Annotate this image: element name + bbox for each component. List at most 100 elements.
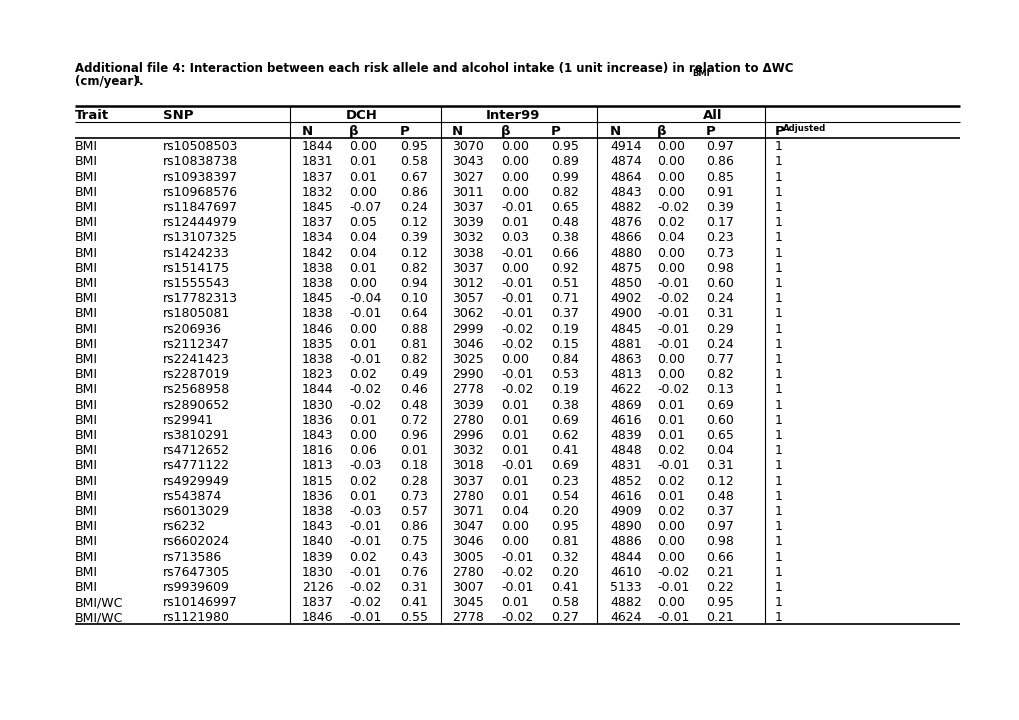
Text: -0.01: -0.01 (500, 307, 533, 320)
Text: 0.43: 0.43 (399, 551, 427, 564)
Text: rs4929949: rs4929949 (163, 474, 229, 487)
Text: 1823: 1823 (302, 368, 333, 382)
Text: 0.85: 0.85 (705, 171, 734, 184)
Text: 2999: 2999 (451, 323, 483, 336)
Text: 0.95: 0.95 (705, 596, 733, 609)
Text: 1845: 1845 (302, 292, 333, 305)
Text: 0.04: 0.04 (348, 232, 376, 245)
Text: 4616: 4616 (609, 414, 641, 427)
Text: 0.38: 0.38 (550, 232, 579, 245)
Text: rs1121980: rs1121980 (163, 611, 229, 624)
Text: BMI: BMI (75, 262, 98, 275)
Text: BMI: BMI (75, 323, 98, 336)
Text: rs9939609: rs9939609 (163, 581, 229, 594)
Text: BMI: BMI (75, 247, 98, 260)
Text: 0.00: 0.00 (500, 536, 529, 549)
Text: -0.02: -0.02 (500, 338, 533, 351)
Text: 1839: 1839 (302, 551, 333, 564)
Text: 3037: 3037 (451, 262, 483, 275)
Text: -0.01: -0.01 (500, 459, 533, 472)
Text: rs206936: rs206936 (163, 323, 222, 336)
Text: BMI: BMI (75, 156, 98, 168)
Text: -0.01: -0.01 (500, 551, 533, 564)
Text: 0.60: 0.60 (705, 277, 733, 290)
Text: 4909: 4909 (609, 505, 641, 518)
Text: 0.00: 0.00 (500, 521, 529, 534)
Text: rs4771122: rs4771122 (163, 459, 229, 472)
Text: DCH: DCH (345, 109, 378, 122)
Text: 1: 1 (774, 262, 783, 275)
Text: 0.00: 0.00 (656, 140, 685, 153)
Text: 0.82: 0.82 (705, 368, 733, 382)
Text: β: β (500, 125, 510, 138)
Text: -0.03: -0.03 (348, 505, 381, 518)
Text: 1: 1 (774, 521, 783, 534)
Text: 0.01: 0.01 (500, 216, 529, 229)
Text: 0.06: 0.06 (348, 444, 376, 457)
Text: -0.02: -0.02 (656, 566, 689, 579)
Text: 0.31: 0.31 (705, 459, 733, 472)
Text: 0.67: 0.67 (399, 171, 427, 184)
Text: -0.02: -0.02 (656, 292, 689, 305)
Text: BMI: BMI (75, 216, 98, 229)
Text: 1830: 1830 (302, 399, 333, 412)
Text: 0.01: 0.01 (656, 414, 684, 427)
Text: 1: 1 (774, 307, 783, 320)
Text: 3046: 3046 (451, 338, 483, 351)
Text: 0.82: 0.82 (399, 353, 427, 366)
Text: 3046: 3046 (451, 536, 483, 549)
Text: 0.01: 0.01 (656, 429, 684, 442)
Text: BMI: BMI (75, 581, 98, 594)
Text: 3007: 3007 (451, 581, 483, 594)
Text: 4813: 4813 (609, 368, 641, 382)
Text: 1837: 1837 (302, 171, 333, 184)
Text: 0.38: 0.38 (550, 399, 579, 412)
Text: -0.01: -0.01 (348, 536, 381, 549)
Text: 0.55: 0.55 (399, 611, 428, 624)
Text: rs1805081: rs1805081 (163, 307, 230, 320)
Text: -0.02: -0.02 (348, 399, 381, 412)
Text: 0.05: 0.05 (348, 216, 377, 229)
Text: 0.00: 0.00 (656, 247, 685, 260)
Text: 0.02: 0.02 (348, 368, 376, 382)
Text: 0.86: 0.86 (399, 186, 427, 199)
Text: 0.20: 0.20 (550, 566, 579, 579)
Text: -0.02: -0.02 (500, 566, 533, 579)
Text: -0.01: -0.01 (656, 338, 689, 351)
Text: 3012: 3012 (451, 277, 483, 290)
Text: 0.00: 0.00 (500, 171, 529, 184)
Text: 0.00: 0.00 (348, 186, 377, 199)
Text: 3039: 3039 (451, 399, 483, 412)
Text: BMI: BMI (75, 521, 98, 534)
Text: 0.04: 0.04 (500, 505, 529, 518)
Text: 4831: 4831 (609, 459, 641, 472)
Text: 1840: 1840 (302, 536, 333, 549)
Text: 0.02: 0.02 (656, 216, 684, 229)
Text: -0.02: -0.02 (500, 323, 533, 336)
Text: 0.01: 0.01 (500, 399, 529, 412)
Text: rs2241423: rs2241423 (163, 353, 229, 366)
Text: 0.48: 0.48 (550, 216, 579, 229)
Text: 0.60: 0.60 (705, 414, 733, 427)
Text: rs6013029: rs6013029 (163, 505, 229, 518)
Text: 0.95: 0.95 (550, 140, 579, 153)
Text: 1831: 1831 (302, 156, 333, 168)
Text: 0.58: 0.58 (399, 156, 428, 168)
Text: 0.41: 0.41 (550, 444, 578, 457)
Text: 0.84: 0.84 (550, 353, 579, 366)
Text: 0.95: 0.95 (550, 521, 579, 534)
Text: 4844: 4844 (609, 551, 641, 564)
Text: 0.48: 0.48 (399, 399, 427, 412)
Text: 3039: 3039 (451, 216, 483, 229)
Text: 0.96: 0.96 (399, 429, 427, 442)
Text: 4881: 4881 (609, 338, 641, 351)
Text: 2996: 2996 (451, 429, 483, 442)
Text: 5133: 5133 (609, 581, 641, 594)
Text: 0.00: 0.00 (500, 186, 529, 199)
Text: 1846: 1846 (302, 611, 333, 624)
Text: β: β (348, 125, 358, 138)
Text: -0.01: -0.01 (500, 581, 533, 594)
Text: 4850: 4850 (609, 277, 641, 290)
Text: 0.77: 0.77 (705, 353, 734, 366)
Text: rs543874: rs543874 (163, 490, 222, 503)
